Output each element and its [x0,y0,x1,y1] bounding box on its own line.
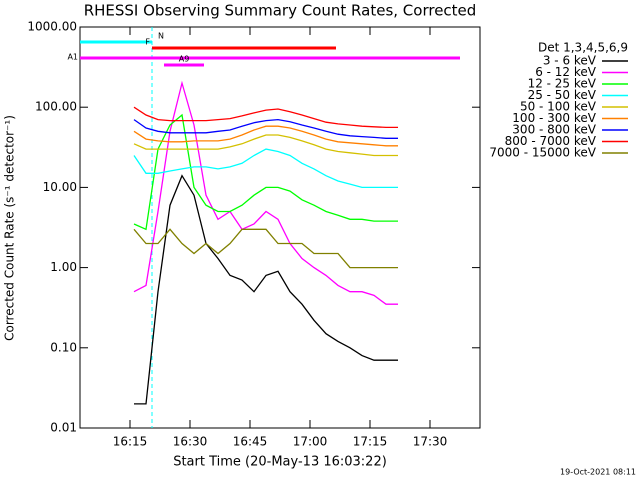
flag-label: N [158,32,164,41]
x-tick-label: 16:15 [113,435,148,449]
legend-label: 3 - 6 keV [543,54,597,68]
x-tick-label: 16:30 [173,435,208,449]
y-tick-label: 1.00 [50,260,77,274]
legend-label: 300 - 800 keV [512,123,596,137]
legend-label: 7000 - 15000 keV [489,146,596,160]
y-tick-label: 10.00 [43,180,77,194]
legend-label: 800 - 7000 keV [505,134,597,148]
flag-label: A1 [67,53,78,62]
flag-label: A9 [179,55,190,64]
series-line [133,134,398,157]
legend-label: 12 - 25 keV [528,77,597,91]
y-tick-label: 0.01 [50,421,77,435]
series-line [133,113,398,231]
y-tick-label: 1000.00 [27,20,77,34]
x-tick-label: 17:30 [413,435,448,449]
series-line [134,174,398,405]
flag-label: F [145,38,150,47]
footer: 19-Oct-2021 08:11 [560,468,636,477]
plot-frame [79,26,481,429]
legend-label: 100 - 300 keV [512,111,596,125]
series-line [133,148,398,189]
series-line [133,106,398,129]
y-tick-label: 0.10 [50,340,77,354]
x-tick-label: 16:45 [233,435,268,449]
series-line [133,118,398,139]
legend-title: Det 1,3,4,5,6,9 [538,41,628,55]
series-line [133,228,398,269]
x-tick-label: 17:15 [353,435,388,449]
series-line [133,80,398,305]
x-axis-label: Start Time (20-May-13 16:03:22) [173,455,387,470]
y-axis-label: Corrected Count Rate (s⁻¹ detector⁻¹) [3,115,17,341]
chart-title: RHESSI Observing Summary Count Rates, Co… [84,2,477,20]
y-tick-label: 100.00 [35,100,77,114]
legend-label: 50 - 100 keV [520,100,597,114]
legend-label: 6 - 12 keV [535,65,597,79]
legend-label: 25 - 50 keV [528,88,597,102]
series-line [133,125,398,147]
x-tick-label: 17:00 [293,435,328,449]
